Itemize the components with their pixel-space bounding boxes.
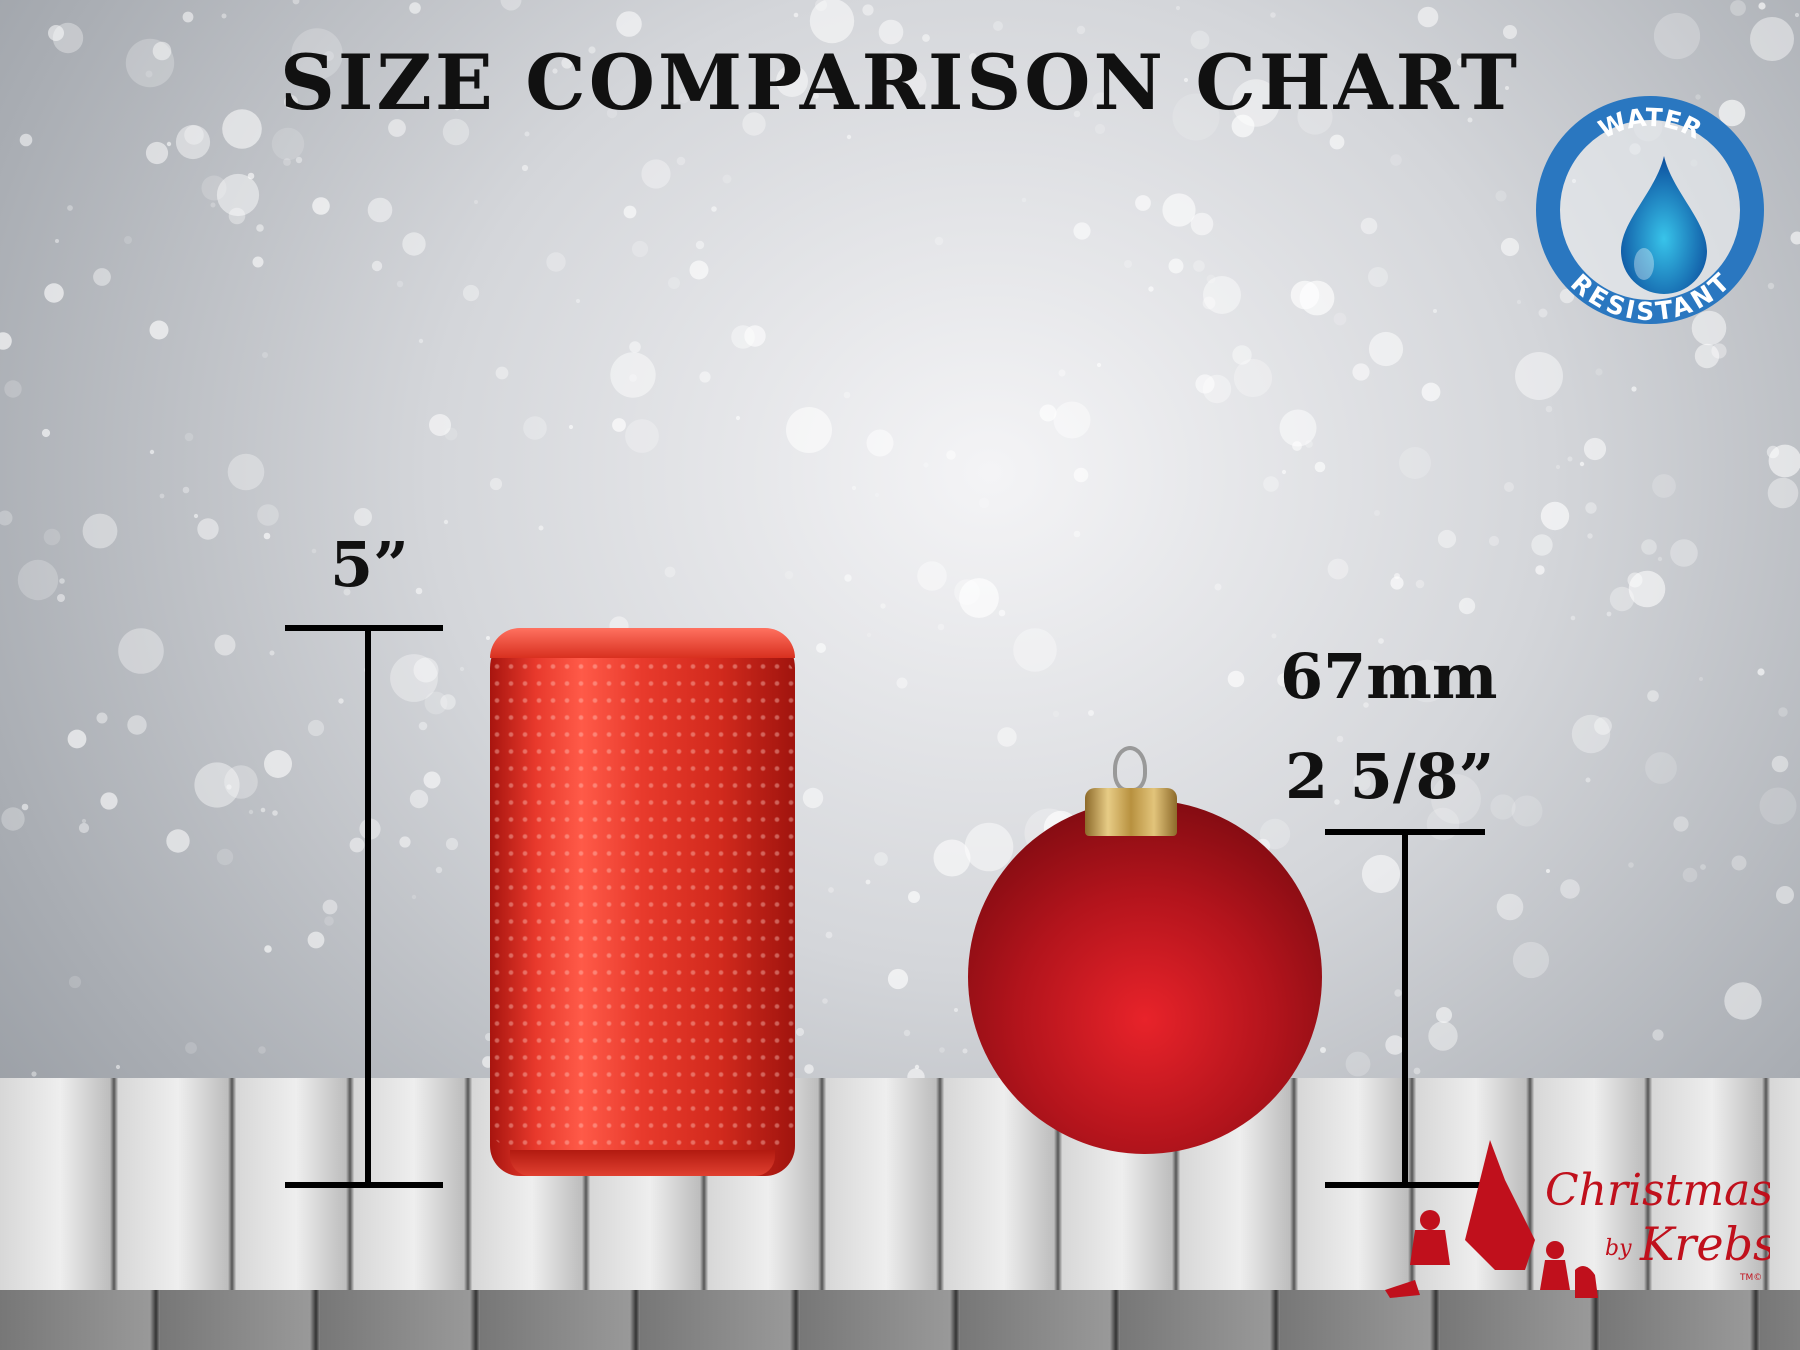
logo-christmas: Christmas — [1545, 1165, 1770, 1216]
ornament-metric-label: 67mm — [1280, 640, 1498, 713]
svg-text:WATER: WATER — [1594, 103, 1706, 145]
floor-edge — [0, 1290, 1800, 1350]
can-height-label: 5” — [330, 528, 409, 601]
can-height-line — [365, 628, 371, 1185]
soda-can — [490, 628, 795, 1176]
logo-by: by — [1605, 1236, 1632, 1261]
logo-krebs: Krebs — [1639, 1217, 1770, 1271]
badge-top-text: WATER — [1594, 103, 1706, 145]
water-resistant-badge: WATER RESISTANT — [1536, 96, 1764, 324]
bokeh-background — [0, 0, 1800, 1080]
ornament-bottom-bar — [1325, 1182, 1485, 1188]
ornament-cap — [1085, 788, 1177, 836]
can-bottom-bar — [285, 1182, 443, 1188]
page-title: SIZE COMPARISON CHART — [279, 38, 1521, 127]
ornament-hook — [1113, 746, 1147, 792]
water-drop-icon — [1621, 156, 1707, 294]
ornament-ball — [968, 800, 1322, 1154]
ornament-imperial-label: 2 5/8” — [1285, 740, 1495, 813]
logo-tm: TM© — [1739, 1273, 1762, 1283]
christmas-by-krebs-logo: Christmas by Krebs TM© — [1370, 1140, 1777, 1300]
ornament-height-line — [1402, 832, 1408, 1185]
can-top-bar — [285, 625, 443, 631]
